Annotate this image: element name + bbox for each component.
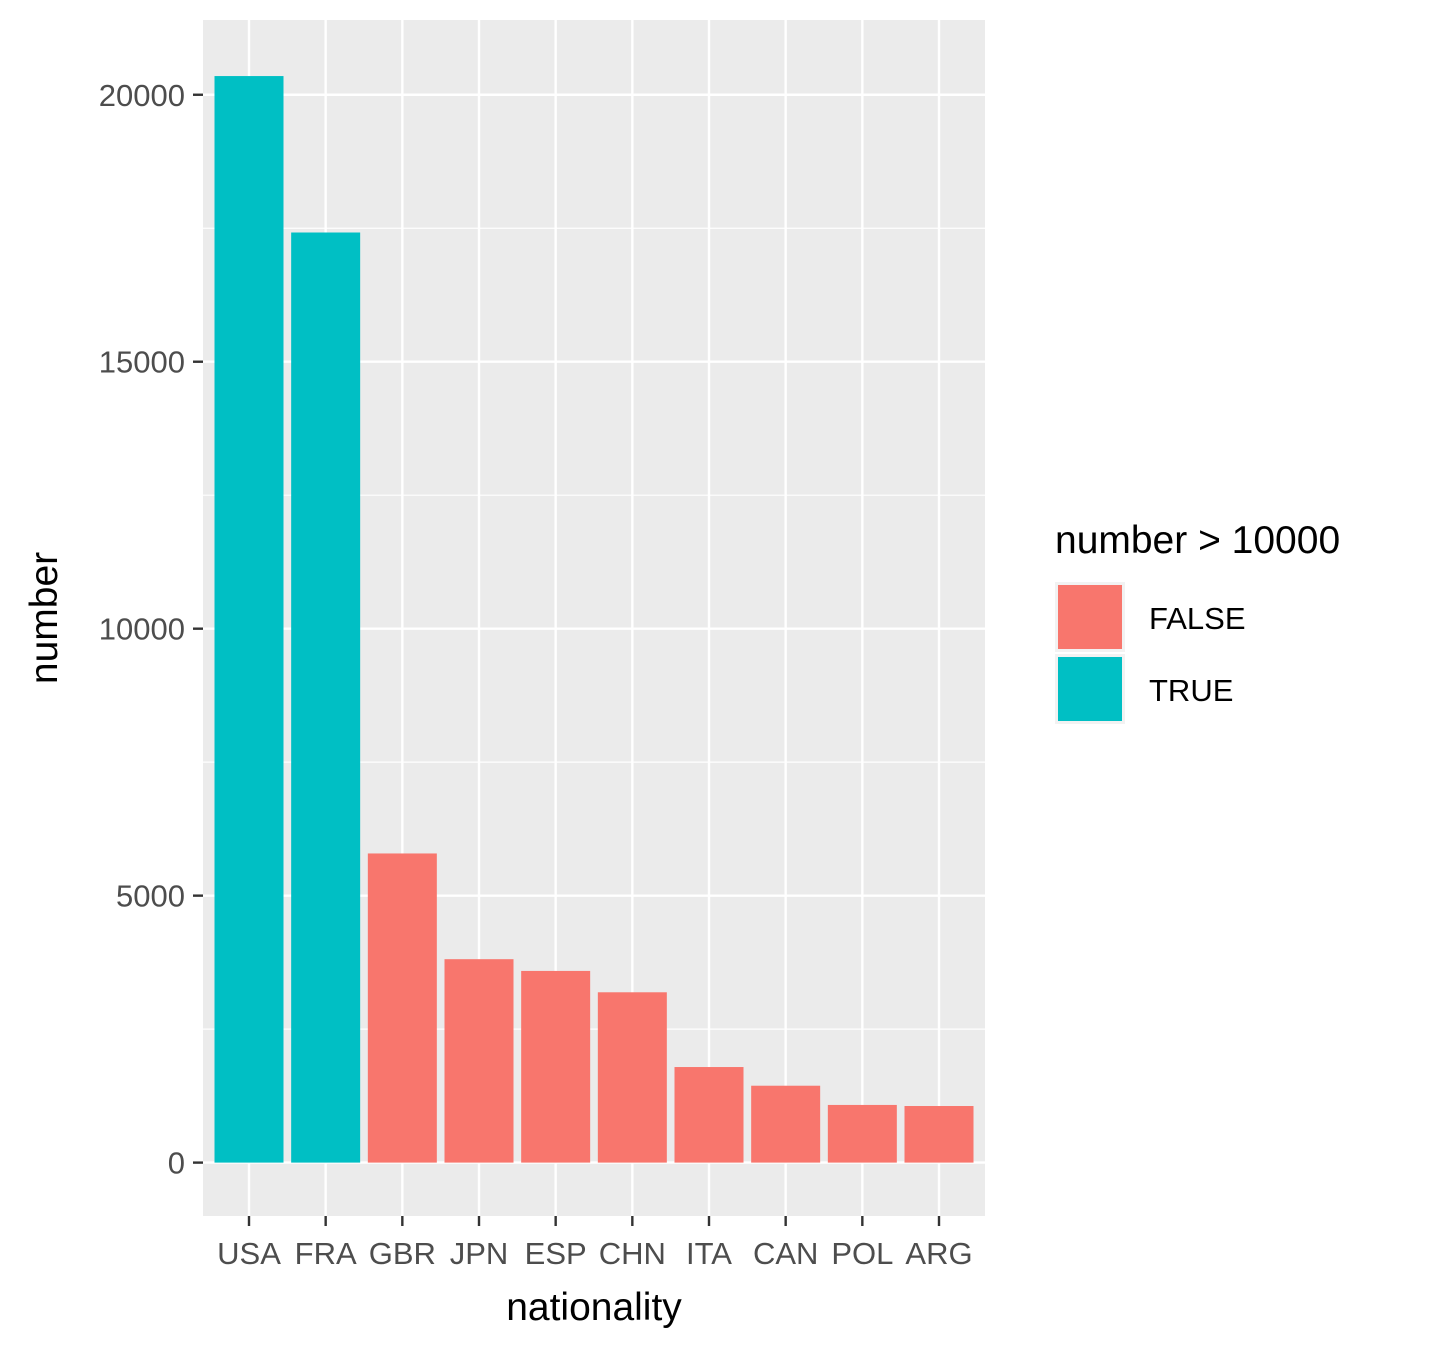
bar-esp bbox=[521, 970, 591, 1163]
x-tick-label: ESP bbox=[525, 1236, 587, 1271]
bar-ita bbox=[674, 1067, 744, 1163]
y-tick-label: 15000 bbox=[99, 345, 185, 380]
x-tick-label: GBR bbox=[369, 1236, 436, 1271]
bars bbox=[214, 76, 974, 1163]
bar-gbr bbox=[367, 853, 437, 1163]
legend-swatch-true bbox=[1058, 657, 1122, 721]
legend-title: number > 10000 bbox=[1055, 519, 1340, 562]
y-tick-label: 0 bbox=[168, 1146, 185, 1181]
x-axis-title: nationality bbox=[506, 1286, 682, 1329]
x-tick-label: POL bbox=[831, 1236, 893, 1271]
y-tick-label: 5000 bbox=[116, 879, 185, 914]
legend-label: FALSE bbox=[1149, 601, 1246, 636]
bar-jpn bbox=[444, 959, 514, 1163]
y-axis-title: number bbox=[23, 552, 66, 684]
legend-keys: FALSE TRUE bbox=[1055, 582, 1246, 724]
y-tick-label: 20000 bbox=[99, 78, 185, 113]
bar-can bbox=[751, 1085, 821, 1163]
x-tick-label: ARG bbox=[905, 1236, 972, 1271]
legend-label: TRUE bbox=[1149, 673, 1233, 708]
y-tick-label: 10000 bbox=[99, 612, 185, 647]
bar-usa bbox=[214, 76, 284, 1163]
bar-fra bbox=[291, 232, 361, 1163]
legend-swatch-false bbox=[1058, 585, 1122, 649]
x-tick-label: CAN bbox=[753, 1236, 818, 1271]
x-tick-label: JPN bbox=[450, 1236, 509, 1271]
x-tick-label: USA bbox=[217, 1236, 281, 1271]
bar-chn bbox=[597, 992, 667, 1163]
bar-pol bbox=[827, 1104, 897, 1163]
x-axis: USA FRA GBR JPN ESP CHN ITA CAN POL ARG bbox=[217, 1216, 973, 1271]
bar-arg bbox=[904, 1106, 974, 1163]
x-tick-label: CHN bbox=[599, 1236, 666, 1271]
legend: number > 10000 FALSE TRUE bbox=[1055, 519, 1340, 724]
x-tick-label: FRA bbox=[295, 1236, 357, 1271]
y-axis: 0 5000 10000 15000 20000 bbox=[99, 78, 203, 1181]
x-tick-label: ITA bbox=[686, 1236, 732, 1271]
